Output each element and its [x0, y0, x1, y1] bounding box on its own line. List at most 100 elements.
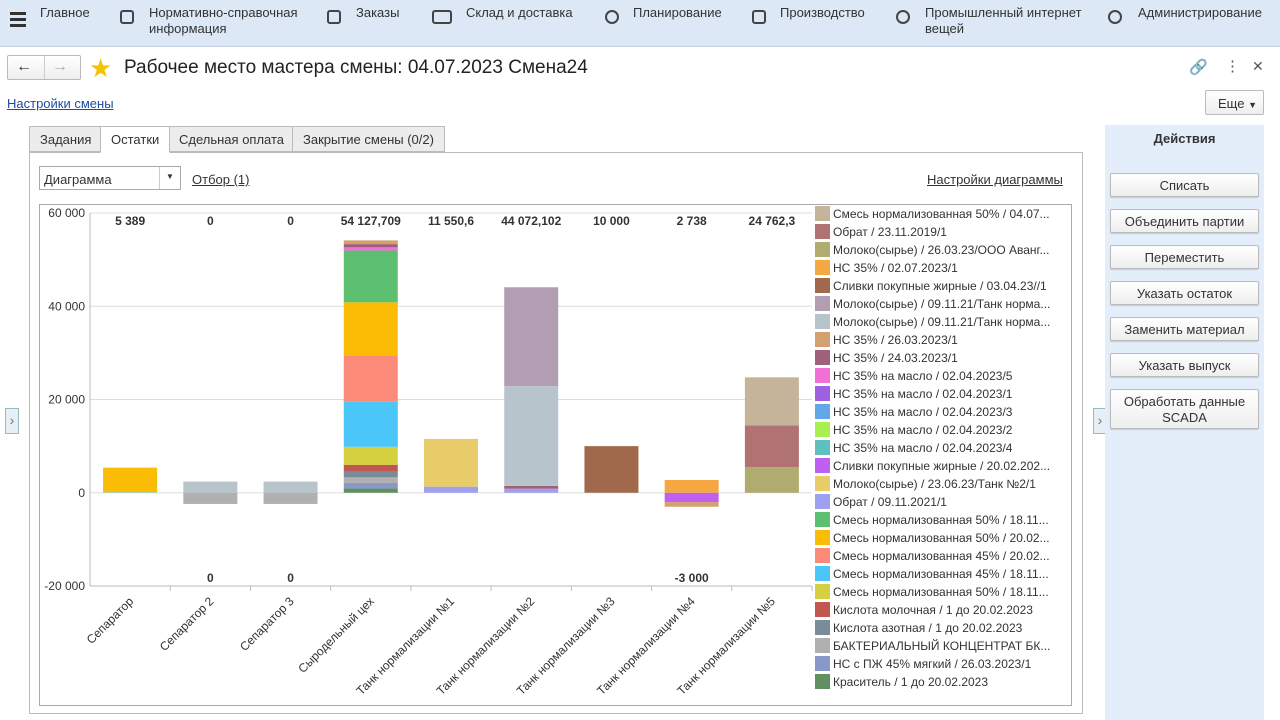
action-button[interactable]: Объединить партии [1110, 209, 1259, 233]
bar-segment [343, 302, 398, 356]
menu-icon [327, 10, 341, 24]
separator [159, 167, 160, 189]
forward-arrow[interactable]: → [52, 58, 68, 75]
menu-item[interactable]: Заказы [356, 5, 400, 20]
legend-label: Молоко(сырье) / 26.03.23/ООО Аванг... [833, 243, 1049, 257]
nav-buttons[interactable]: ← → [7, 55, 81, 80]
top-menu: Главное Нормативно-справочная информация… [0, 0, 1280, 47]
menu-item[interactable]: Планирование [633, 5, 722, 20]
legend-swatch [815, 530, 830, 545]
total-label: 0 [207, 214, 214, 228]
bar-segment [103, 467, 158, 493]
chart-settings-link[interactable]: Настройки диаграммы [927, 172, 1063, 187]
menu-item[interactable]: Промышленный интернет вещей [925, 5, 1082, 36]
bar-segment [343, 250, 398, 303]
bar-segment [424, 486, 478, 493]
view-select-value: Диаграмма [44, 172, 112, 187]
bar-segment [343, 482, 398, 489]
legend-label: Сливки покупные жирные / 03.04.23//1 [833, 279, 1047, 293]
action-button[interactable]: Указать выпуск [1110, 353, 1259, 377]
legend-label: БАКТЕРИАЛЬНЫЙ КОНЦЕНТРАТ БК... [833, 638, 1050, 653]
legend-label: НС 35% / 26.03.2023/1 [833, 333, 958, 347]
bar-segment [504, 488, 559, 493]
negative-total-label: -3 000 [675, 571, 709, 585]
bar-segment [664, 492, 719, 503]
bar-segment [343, 477, 398, 483]
bar-segment [343, 471, 398, 478]
action-button[interactable]: Переместить [1110, 245, 1259, 269]
legend-swatch [815, 512, 830, 527]
total-label: 11 550,6 [428, 214, 474, 228]
y-tick-label: 20 000 [48, 393, 85, 407]
action-button[interactable]: Обработать данные SCADA [1110, 389, 1259, 429]
menu-icon [120, 10, 134, 24]
filter-link[interactable]: Отбор (1) [192, 172, 250, 187]
total-label: 10 000 [593, 214, 630, 228]
menu-icon [896, 10, 910, 24]
legend-label: НС 35% на масло / 02.04.2023/3 [833, 405, 1013, 419]
total-label: 0 [287, 214, 294, 228]
tab[interactable]: Сдельная оплата [168, 126, 296, 152]
legend-swatch [815, 566, 830, 581]
bar-segment [504, 287, 559, 387]
bar-segment [664, 479, 719, 493]
menu-item[interactable]: Нормативно-справочная информация [149, 5, 298, 36]
link-icon[interactable]: 🔗 [1189, 59, 1208, 76]
close-icon[interactable]: ✕ [1252, 58, 1264, 74]
legend-label: Кислота молочная / 1 до 20.02.2023 [833, 603, 1033, 617]
legend-label: Молоко(сырье) / 09.11.21/Танк норма... [833, 297, 1050, 311]
back-arrow[interactable]: ← [16, 58, 32, 75]
action-button[interactable]: Заменить материал [1110, 317, 1259, 341]
legend-swatch [815, 242, 830, 257]
legend-swatch [815, 260, 830, 275]
y-tick-label: 40 000 [48, 299, 85, 313]
total-label: 24 762,3 [749, 214, 796, 228]
total-label: 54 127,709 [341, 214, 401, 228]
bar-segment [343, 464, 398, 472]
legend-label: Молоко(сырье) / 23.06.23/Танк №2/1 [833, 477, 1036, 491]
menu-item[interactable]: Администрирование [1138, 5, 1262, 20]
tab[interactable]: Закрытие смены (0/2) [292, 126, 445, 152]
legend-swatch [815, 296, 830, 311]
action-button[interactable]: Указать остаток [1110, 281, 1259, 305]
legend-label: Обрат / 09.11.2021/1 [833, 495, 947, 509]
bar-segment [744, 425, 799, 468]
legend-swatch [815, 314, 830, 329]
menu-item[interactable]: Склад и доставка [466, 5, 573, 20]
legend-label: НС 35% / 02.07.2023/1 [833, 261, 958, 275]
more-button[interactable]: Еще ▼ [1205, 90, 1264, 115]
legend-swatch [815, 584, 830, 599]
tab-panel [29, 152, 1083, 714]
more-icon[interactable]: ⋮ [1225, 58, 1240, 75]
bar-segment [343, 244, 398, 248]
tab[interactable]: Задания [29, 126, 103, 152]
view-select[interactable]: Диаграмма ▼ [39, 166, 181, 190]
legend-label: НС 35% на масло / 02.04.2023/2 [833, 423, 1013, 437]
settings-link[interactable]: Настройки смены [7, 96, 114, 111]
legend-label: НС 35% на масло / 02.04.2023/1 [833, 387, 1013, 401]
separator [44, 56, 45, 79]
legend-label: НС с ПЖ 45% мягкий / 26.03.2023/1 [833, 657, 1032, 671]
action-button[interactable]: Списать [1110, 173, 1259, 197]
legend-label: Обрат / 23.11.2019/1 [833, 225, 947, 239]
total-label: 5 389 [115, 214, 145, 228]
legend-label: НС 35% / 24.03.2023/1 [833, 351, 958, 365]
page-title: Рабочее место мастера смены: 04.07.2023 … [124, 57, 588, 78]
menu-icon[interactable] [10, 12, 26, 15]
legend-swatch [815, 224, 830, 239]
favorite-star[interactable]: ★ [89, 53, 113, 83]
bar-segment [183, 492, 238, 504]
menu-item[interactable]: Главное [40, 5, 90, 20]
bar-segment [183, 481, 238, 493]
y-tick-label: 60 000 [48, 206, 85, 220]
legend-swatch [815, 332, 830, 347]
legend-swatch [815, 440, 830, 455]
menu-item[interactable]: Производство [780, 5, 865, 20]
legend-swatch [815, 386, 830, 401]
collapse-left[interactable]: › [5, 408, 19, 434]
legend-swatch [815, 476, 830, 491]
bar-segment [744, 377, 799, 426]
tab-active[interactable]: Остатки [100, 126, 171, 153]
legend-swatch [815, 422, 830, 437]
